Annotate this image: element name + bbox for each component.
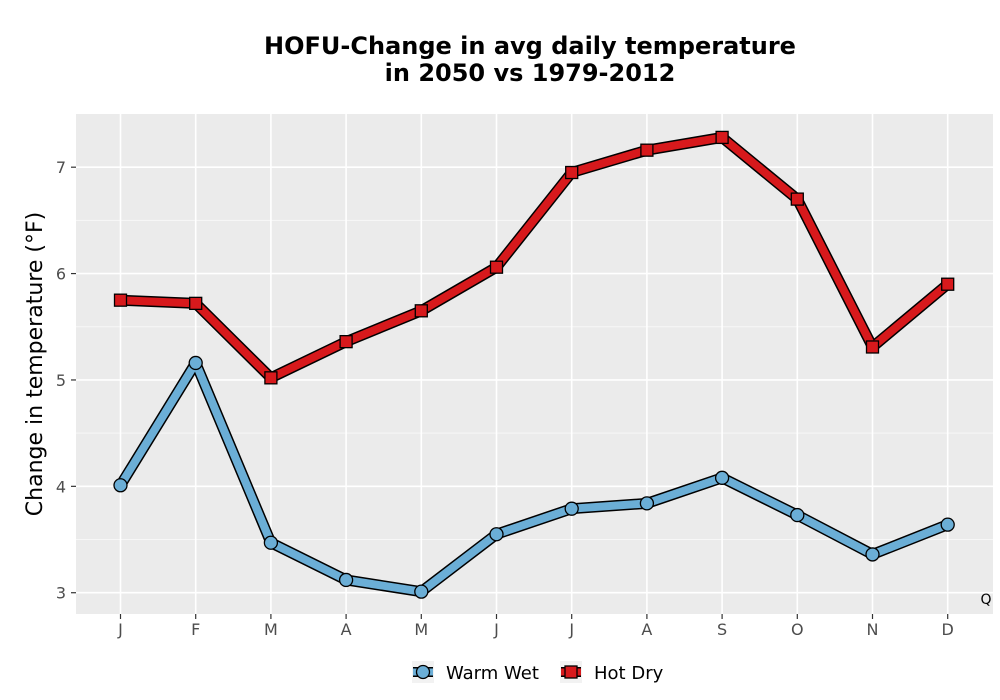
- data-point: [940, 517, 955, 532]
- x-tick-label: S: [717, 620, 727, 639]
- grid-lines: [76, 114, 993, 614]
- data-point: [790, 507, 805, 523]
- x-tick-label: N: [867, 620, 879, 639]
- data-point: [113, 478, 128, 493]
- plot-panel: [76, 114, 993, 614]
- data-point: [188, 355, 203, 371]
- data-point: [941, 277, 955, 291]
- data-point: [865, 340, 880, 354]
- x-tick-label: M: [264, 620, 278, 639]
- data-point: [414, 304, 428, 318]
- y-tick-label: 5: [56, 371, 66, 390]
- legend-label: Hot Dry: [594, 663, 664, 684]
- axes: 3 4 5 6 7 J F M A M J J A S O N D: [56, 158, 954, 639]
- x-tick-label: O: [791, 620, 804, 639]
- data-point: [113, 293, 128, 307]
- y-tick-label: 4: [56, 477, 66, 496]
- data-point: [640, 143, 654, 157]
- series-line: [116, 133, 952, 382]
- data-point: [339, 335, 353, 349]
- x-tick-label: J: [568, 620, 574, 639]
- series-warm-wet: [113, 355, 955, 599]
- series-line: [116, 358, 952, 596]
- y-tick-label: 3: [56, 584, 66, 603]
- data-point: [489, 527, 504, 542]
- data-point: [414, 584, 429, 599]
- series-layer: [113, 130, 955, 599]
- x-tick-label: J: [117, 620, 123, 639]
- data-point: [189, 296, 203, 311]
- x-tick-label: J: [493, 620, 499, 639]
- data-point: [565, 165, 579, 180]
- chart-title: HOFU-Change in avg daily temperature in …: [264, 32, 796, 87]
- data-point: [263, 535, 279, 550]
- x-tick-label: A: [641, 620, 652, 639]
- corner-annotation: Q: [980, 592, 991, 608]
- x-tick-label: F: [191, 620, 200, 639]
- y-tick-label: 6: [56, 265, 66, 284]
- y-tick-label: 7: [56, 158, 66, 177]
- legend-item: Warm Wet: [412, 661, 539, 684]
- legend-item: Hot Dry: [560, 661, 664, 684]
- x-tick-label: M: [414, 620, 428, 639]
- legend-label: Warm Wet: [446, 663, 539, 684]
- data-point: [865, 547, 880, 562]
- data-point: [489, 260, 504, 274]
- x-tick-label: D: [942, 620, 954, 639]
- data-point: [264, 371, 278, 385]
- legend-marker: [564, 665, 578, 679]
- x-tick-label: A: [341, 620, 352, 639]
- chart-title-line-2: in 2050 vs 1979-2012: [385, 59, 676, 87]
- chart-title-line-1: HOFU-Change in avg daily temperature: [264, 32, 796, 60]
- series-hot-dry: [113, 130, 955, 385]
- y-axis-label: Change in temperature (°F): [23, 212, 48, 516]
- legend-marker: [415, 664, 431, 680]
- data-point: [639, 496, 655, 511]
- legend: Warm Wet Hot Dry: [412, 661, 664, 684]
- data-point: [338, 572, 354, 588]
- data-point: [564, 501, 579, 516]
- data-point: [790, 192, 804, 206]
- data-point: [715, 130, 729, 145]
- data-point: [714, 470, 730, 485]
